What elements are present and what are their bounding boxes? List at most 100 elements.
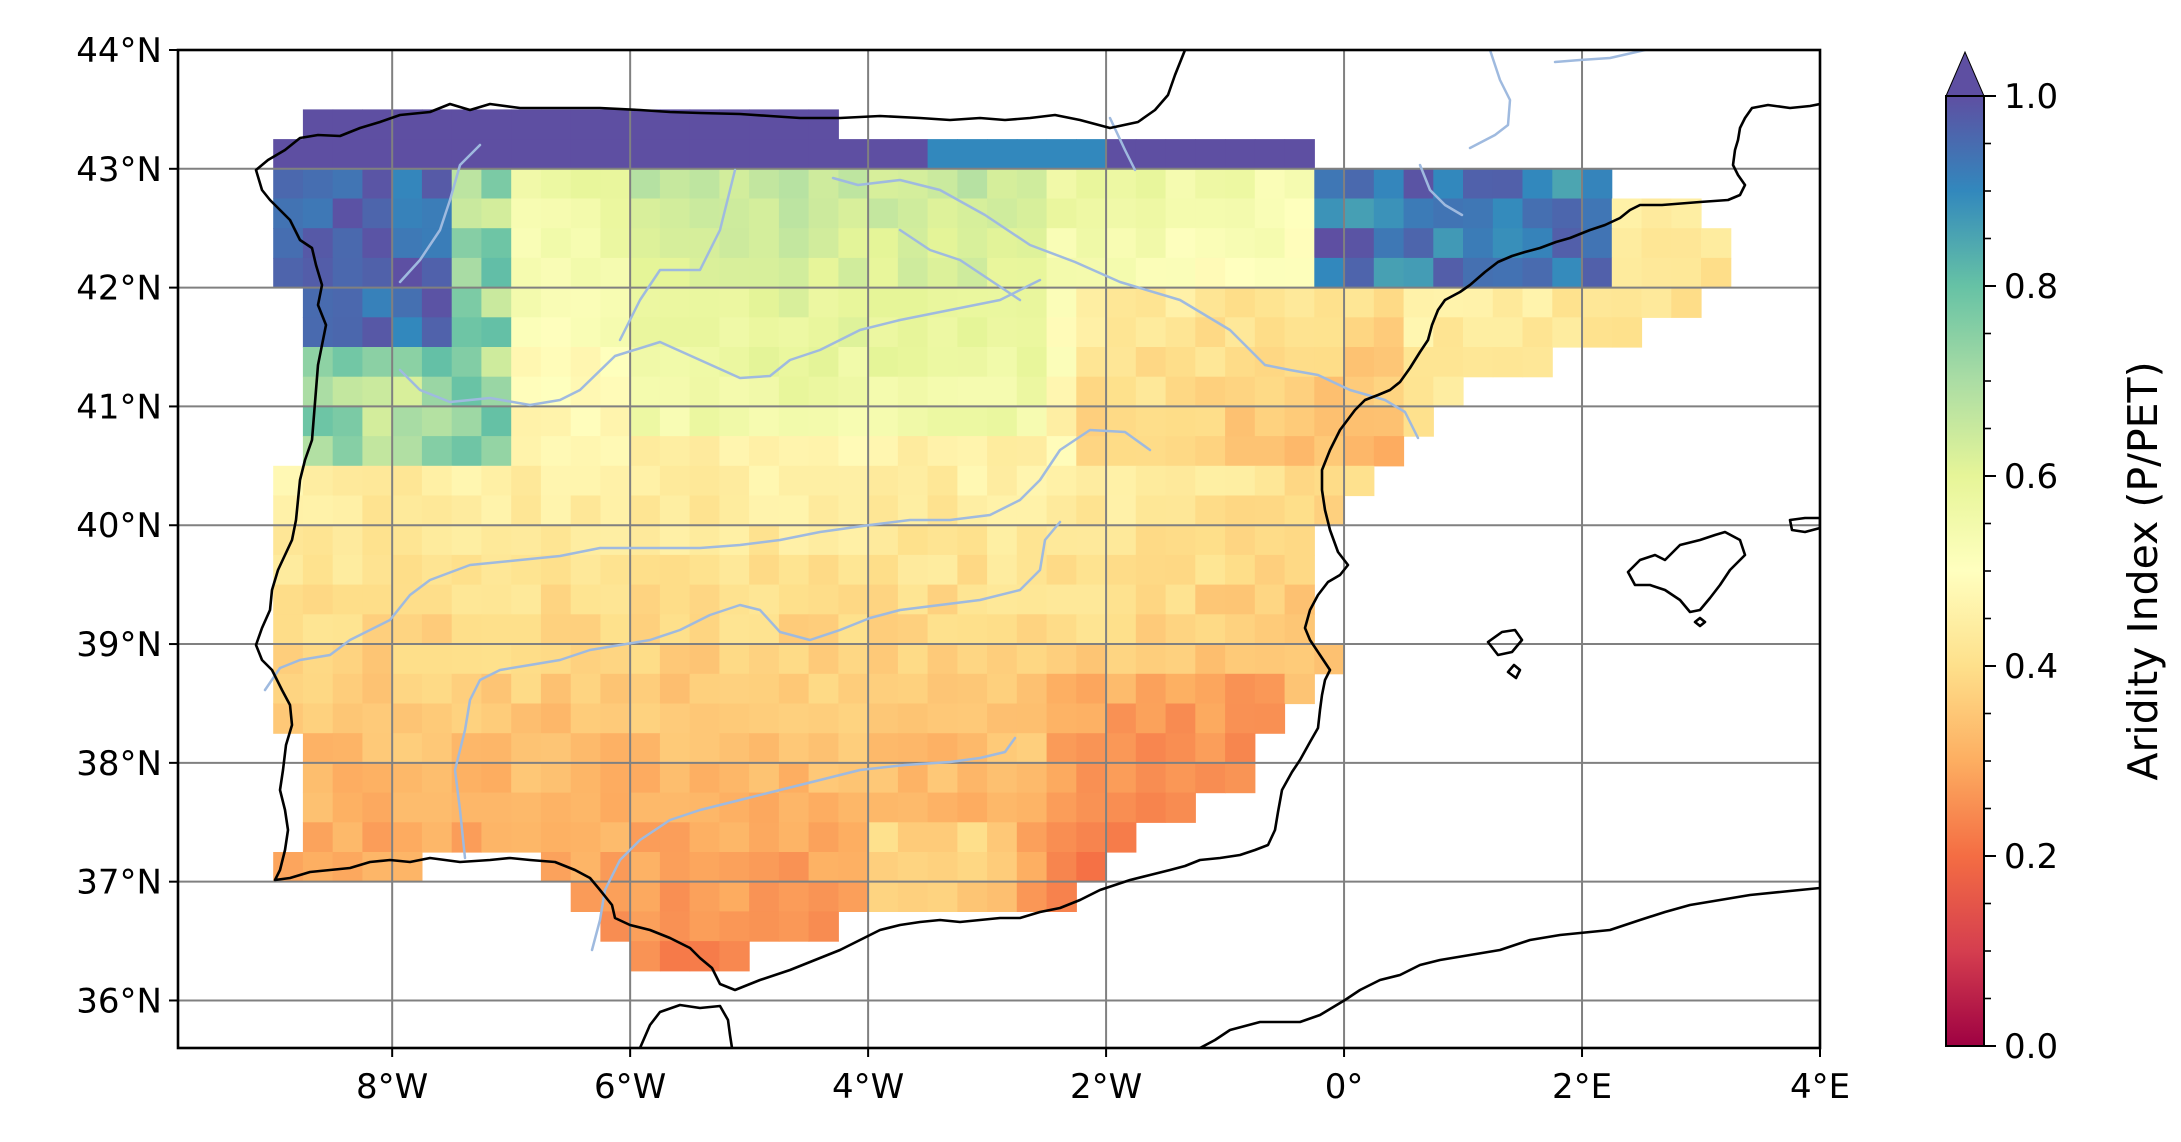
aridity-cell xyxy=(659,614,691,645)
aridity-cell xyxy=(1106,554,1137,586)
aridity-cell xyxy=(1284,495,1315,526)
aridity-cell xyxy=(927,673,958,705)
aridity-cell xyxy=(600,287,631,318)
aridity-cell xyxy=(332,673,363,705)
aridity-cell xyxy=(1314,347,1345,378)
aridity-cell xyxy=(302,554,334,586)
aridity-cell xyxy=(868,436,899,467)
aridity-cell xyxy=(392,703,423,734)
aridity-cell xyxy=(868,644,899,675)
aridity-cell xyxy=(1135,376,1167,407)
aridity-cell xyxy=(1046,554,1077,586)
aridity-cell xyxy=(868,822,899,853)
aridity-cell xyxy=(1522,198,1553,229)
aridity-cell xyxy=(1165,614,1196,645)
aridity-cell xyxy=(689,406,720,437)
aridity-cell xyxy=(1165,257,1196,289)
aridity-cell xyxy=(630,644,661,675)
aridity-cell xyxy=(719,525,750,556)
aridity-cell xyxy=(719,911,750,942)
aridity-cell xyxy=(1016,139,1048,170)
aridity-cell xyxy=(540,703,572,734)
aridity-cell xyxy=(659,465,691,497)
aridity-cell xyxy=(1225,644,1256,675)
aridity-cell xyxy=(838,257,869,289)
aridity-cell xyxy=(1165,465,1196,497)
aridity-cell xyxy=(1106,703,1137,734)
aridity-cell xyxy=(392,465,423,497)
aridity-cell xyxy=(778,287,810,318)
aridity-cell xyxy=(1373,168,1405,200)
aridity-cell xyxy=(987,614,1018,645)
aridity-cell xyxy=(1314,465,1345,497)
aridity-cell xyxy=(1165,673,1196,705)
aridity-cell xyxy=(689,584,720,615)
aridity-cell xyxy=(1671,287,1702,318)
aridity-cell xyxy=(1344,436,1375,467)
aridity-cell xyxy=(1016,822,1048,853)
aridity-cell xyxy=(927,762,958,794)
aridity-cell xyxy=(600,762,631,794)
aridity-cell xyxy=(540,762,572,794)
aridity-cell xyxy=(1225,614,1256,645)
aridity-cell xyxy=(1701,228,1732,259)
aridity-cell xyxy=(719,822,750,853)
aridity-cell xyxy=(362,465,393,497)
aridity-cell xyxy=(1433,347,1464,378)
aridity-cell xyxy=(302,762,334,794)
colorbar-extend-max-triangle xyxy=(1945,50,1985,97)
aridity-cell xyxy=(897,376,929,407)
aridity-cell xyxy=(659,228,691,259)
aridity-cell xyxy=(1225,317,1256,348)
aridity-cell xyxy=(392,347,423,378)
aridity-cell xyxy=(719,406,750,437)
aridity-cell xyxy=(838,228,869,259)
aridity-cell xyxy=(451,168,482,200)
aridity-cells-layer xyxy=(273,109,1732,972)
aridity-cell xyxy=(927,822,958,853)
aridity-cell xyxy=(362,406,393,437)
aridity-cell xyxy=(749,406,780,437)
aridity-cell xyxy=(987,644,1018,675)
aridity-cell xyxy=(778,792,810,823)
aridity-cell xyxy=(1076,673,1107,705)
aridity-cell xyxy=(451,347,482,378)
aridity-cell xyxy=(749,584,780,615)
aridity-cell xyxy=(1492,168,1524,200)
aridity-cell xyxy=(630,703,661,734)
aridity-cell xyxy=(1552,317,1583,348)
aridity-cell xyxy=(481,822,512,853)
aridity-cell xyxy=(719,436,750,467)
aridity-cell xyxy=(838,495,869,526)
aridity-cell xyxy=(719,139,750,170)
aridity-cell xyxy=(1046,525,1077,556)
aridity-cell xyxy=(1135,317,1167,348)
aridity-cell xyxy=(362,139,393,170)
river-garonne xyxy=(1468,50,1512,150)
aridity-cell xyxy=(570,228,601,259)
aridity-cell xyxy=(868,228,899,259)
aridity-cell xyxy=(1016,495,1048,526)
aridity-cell xyxy=(659,881,691,912)
aridity-cell xyxy=(362,228,393,259)
aridity-cell xyxy=(1106,733,1137,764)
aridity-cell xyxy=(1016,436,1048,467)
aridity-cell xyxy=(332,614,363,645)
aridity-cell xyxy=(362,198,393,229)
x-tick-label: 6°W xyxy=(594,1067,666,1107)
aridity-cell xyxy=(987,198,1018,229)
aridity-cell xyxy=(362,168,393,200)
y-tick-label: 43°N xyxy=(76,150,162,190)
aridity-cell xyxy=(302,168,334,200)
aridity-cell xyxy=(1284,673,1315,705)
aridity-cell xyxy=(1106,762,1137,794)
aridity-cell xyxy=(1135,465,1167,497)
aridity-cell xyxy=(689,495,720,526)
aridity-cell xyxy=(511,198,542,229)
aridity-cell xyxy=(511,436,542,467)
aridity-cell xyxy=(392,852,423,883)
aridity-cell xyxy=(1225,673,1256,705)
aridity-cell xyxy=(1046,495,1077,526)
aridity-cell xyxy=(362,792,393,823)
aridity-cell xyxy=(808,673,839,705)
